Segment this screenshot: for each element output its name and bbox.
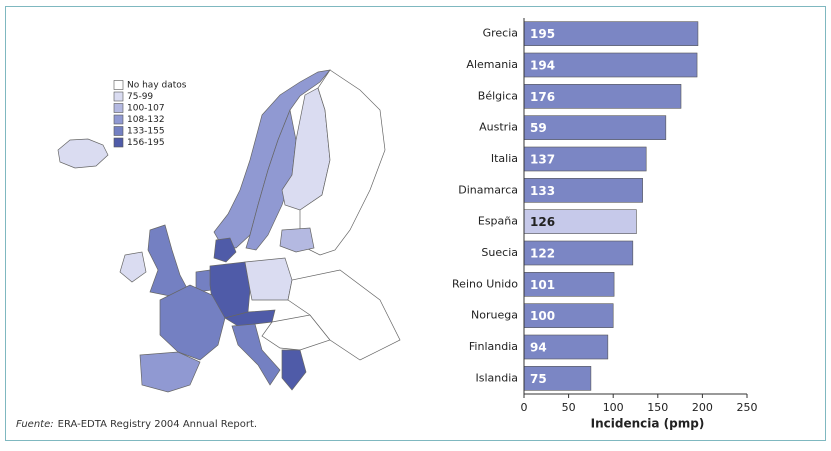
category-label: Reino Unido (452, 277, 518, 290)
value-label: 122 (530, 247, 555, 261)
bar (523, 21, 699, 46)
category-label: Alemania (466, 58, 518, 71)
category-label: Suecia (481, 246, 518, 259)
value-label: 100 (530, 309, 555, 323)
legend-swatch (113, 91, 124, 102)
category-label: Dinamarca (458, 183, 518, 196)
x-axis-title: Incidencia (pmp) (591, 417, 705, 431)
value-label: 101 (530, 278, 555, 292)
category-label: Islandia (475, 371, 518, 384)
value-label: 194 (530, 59, 555, 73)
legend-label: No hay datos (127, 81, 187, 91)
category-label: España (478, 215, 518, 228)
source-label: Fuente: (16, 419, 54, 430)
x-tick-label: 150 (647, 401, 668, 414)
frame (5, 6, 826, 441)
bar (523, 366, 592, 391)
bar (523, 334, 609, 360)
value-label: 94 (530, 341, 547, 355)
value-label: 59 (530, 121, 547, 135)
legend-label: 100-107 (127, 104, 165, 114)
value-label: 126 (530, 215, 555, 229)
legend-swatch (113, 114, 124, 125)
bar (523, 52, 698, 78)
bar (523, 209, 637, 234)
legend-label: 133-155 (127, 127, 165, 137)
category-label: Noruega (471, 309, 518, 322)
bar (523, 146, 647, 172)
category-label: Austria (479, 121, 518, 134)
legend-swatch (113, 80, 124, 90)
category-label: Grecia (483, 27, 518, 40)
value-label: 133 (530, 184, 555, 198)
category-label: Finlandia (469, 340, 518, 353)
legend-label: 156-195 (127, 138, 165, 148)
source: Fuente: ERA-EDTA Registry 2004 Annual Rep… (16, 419, 257, 430)
legend-label: 108-132 (127, 115, 165, 125)
legend-label: 75-99 (127, 92, 153, 102)
map (57, 69, 401, 393)
bar (523, 178, 643, 203)
bar (523, 84, 682, 109)
value-label: 75 (530, 372, 547, 386)
value-label: 195 (530, 27, 555, 41)
bar (523, 115, 667, 140)
value-label: 137 (530, 153, 555, 167)
x-tick-label: 0 (521, 401, 528, 414)
x-tick-label: 200 (692, 401, 713, 414)
legend-swatch (113, 126, 124, 136)
x-tick-label: 50 (562, 401, 576, 414)
value-label: 176 (530, 90, 555, 104)
source-text: ERA-EDTA Registry 2004 Annual Report. (58, 419, 257, 430)
legend-swatch (113, 137, 124, 148)
x-tick-label: 100 (603, 401, 624, 414)
legend-swatch (113, 103, 124, 113)
category-label: Italia (491, 152, 518, 165)
x-tick-label: 250 (737, 401, 758, 414)
bar (523, 303, 614, 328)
category-label: Bélgica (478, 89, 518, 102)
